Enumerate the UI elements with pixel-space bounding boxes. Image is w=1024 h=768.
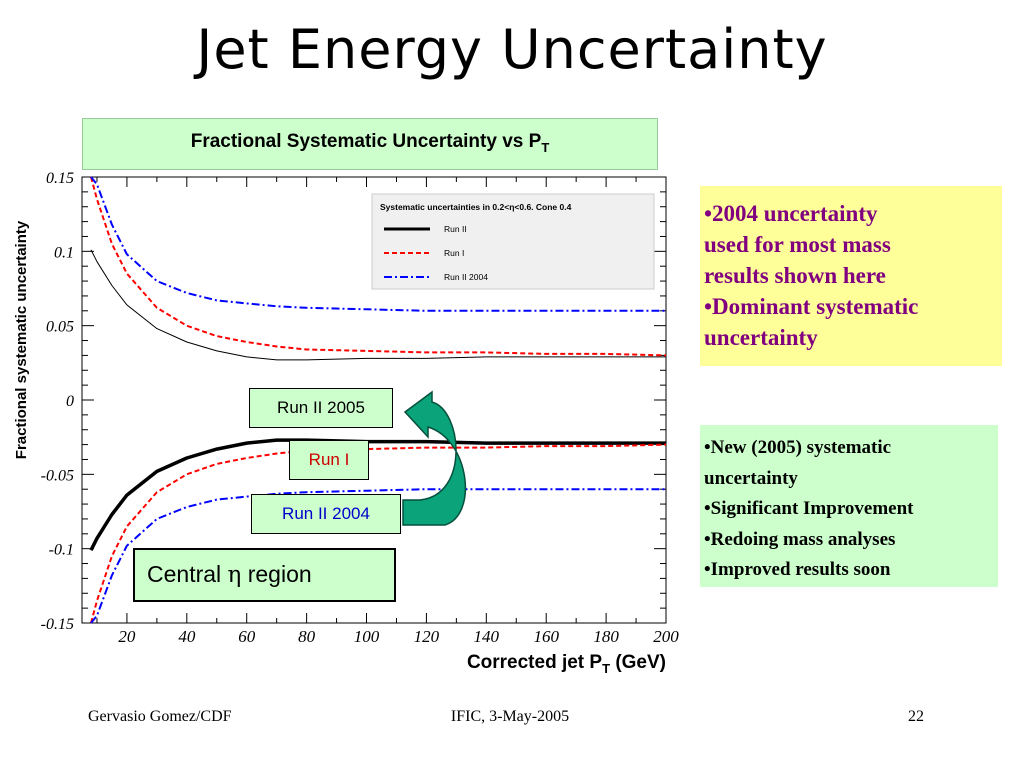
note-2005-line: •New (2005) systematic <box>704 437 892 458</box>
chart-header-sub: T <box>541 139 550 155</box>
legend-label-run1: Run I <box>444 248 464 258</box>
region-suffix: region <box>241 561 312 587</box>
axis-ticks: 20 40 60 80 100 120 140 160 180 200 0.15 0.1 0.05 0 -0… <box>41 170 680 646</box>
region-box: Central η region <box>133 548 396 602</box>
callout-run1: Run I <box>289 440 369 480</box>
legend-label-run2: Run II <box>444 224 467 234</box>
note-2004-line: •Dominant systematic <box>704 294 919 319</box>
footer-page-number: 22 <box>908 708 924 725</box>
note-2004-line: •2004 uncertainty <box>704 201 878 226</box>
y-tick-label: -0.05 <box>41 467 74 484</box>
x-axis-label-main: Corrected jet P <box>467 652 602 673</box>
legend-label-run2004: Run II 2004 <box>444 272 488 282</box>
x-tick-label: 140 <box>474 627 500 646</box>
legend: Systematic uncertainties in 0.2<η<0.6. C… <box>371 193 655 290</box>
series-line-solid-thick <box>89 438 666 551</box>
note-2005-line: •Improved results soon <box>704 559 891 580</box>
x-tick-label: 180 <box>593 627 619 646</box>
chart-header-main: Fractional Systematic Uncertainty vs P <box>190 131 542 152</box>
x-tick-label: 60 <box>238 627 256 646</box>
series-layer <box>89 176 667 624</box>
x-tick-label: 80 <box>298 627 316 646</box>
y-tick-label: -0.1 <box>49 542 74 559</box>
region-prefix: Central <box>147 561 228 587</box>
x-tick-label: 200 <box>653 627 679 646</box>
legend-title: Systematic uncertainties in 0.2<η<0.6. C… <box>380 202 572 212</box>
note-2004-line: uncertainty <box>704 325 818 350</box>
x-tick-label: 120 <box>414 627 440 646</box>
callout-run2-2004: Run II 2004 <box>251 494 401 534</box>
x-tick-label: 20 <box>118 627 136 646</box>
note-2004-line: results shown here <box>704 263 886 288</box>
series-line-dashed <box>90 443 667 624</box>
x-axis-label-unit: (GeV) <box>610 652 666 673</box>
y-tick-label: 0.1 <box>54 244 74 261</box>
legend-box <box>371 193 655 290</box>
note-2005-line: uncertainty <box>704 467 798 489</box>
series-line-dashdot <box>90 176 666 312</box>
y-tick-label: 0.05 <box>46 319 74 336</box>
series-line-dashed <box>90 176 667 357</box>
note-2005-line: •Redoing mass analyses <box>704 528 896 550</box>
x-tick-label: 100 <box>354 627 380 646</box>
x-axis-label: Corrected jet PT (GeV) <box>467 652 666 676</box>
chart-header: Fractional Systematic Uncertainty vs PT <box>82 118 658 170</box>
curved-arrow-icon <box>402 390 467 526</box>
footer-event: IFIC, 3-May-2005 <box>450 708 570 725</box>
slide-title: Jet Energy Uncertainty <box>196 18 828 81</box>
note-2004-line: used for most mass <box>704 232 891 257</box>
series-line-dashdot <box>90 488 666 624</box>
footer-author: Gervasio Gomez/CDF <box>88 708 232 725</box>
x-tick-label: 160 <box>533 627 559 646</box>
y-axis-label: Fractional systematic uncertainty <box>13 220 30 459</box>
x-tick-label: 40 <box>178 627 196 646</box>
series-line-solid-thin <box>90 249 666 361</box>
y-tick-label: 0.15 <box>46 170 74 187</box>
callout-run2-2005: Run II 2005 <box>249 388 393 428</box>
note-2005-systematic: •New (2005) systematic uncertainty •Sign… <box>700 425 998 587</box>
x-axis-label-sub: T <box>602 661 610 676</box>
y-tick-label: 0 <box>66 393 74 410</box>
eta-symbol: η <box>227 562 242 588</box>
note-2005-line: •Significant Improvement <box>704 498 914 519</box>
y-tick-label: -0.15 <box>41 616 74 633</box>
note-2004-uncertainty: •2004 uncertainty used for most mass res… <box>700 186 1002 366</box>
